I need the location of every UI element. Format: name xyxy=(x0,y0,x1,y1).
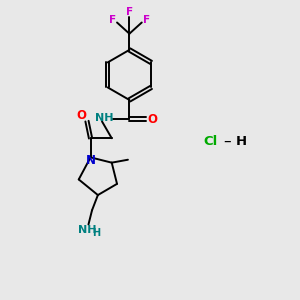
Text: H: H xyxy=(92,228,100,238)
Text: NH: NH xyxy=(78,225,96,235)
Text: F: F xyxy=(126,7,133,17)
Text: Cl: Cl xyxy=(203,135,218,148)
Text: O: O xyxy=(147,112,158,126)
Text: F: F xyxy=(143,15,150,25)
Text: O: O xyxy=(76,109,86,122)
Text: H: H xyxy=(236,135,247,148)
Text: –: – xyxy=(223,134,231,149)
Text: NH: NH xyxy=(94,112,113,123)
Text: F: F xyxy=(109,15,116,25)
Text: N: N xyxy=(85,154,95,167)
